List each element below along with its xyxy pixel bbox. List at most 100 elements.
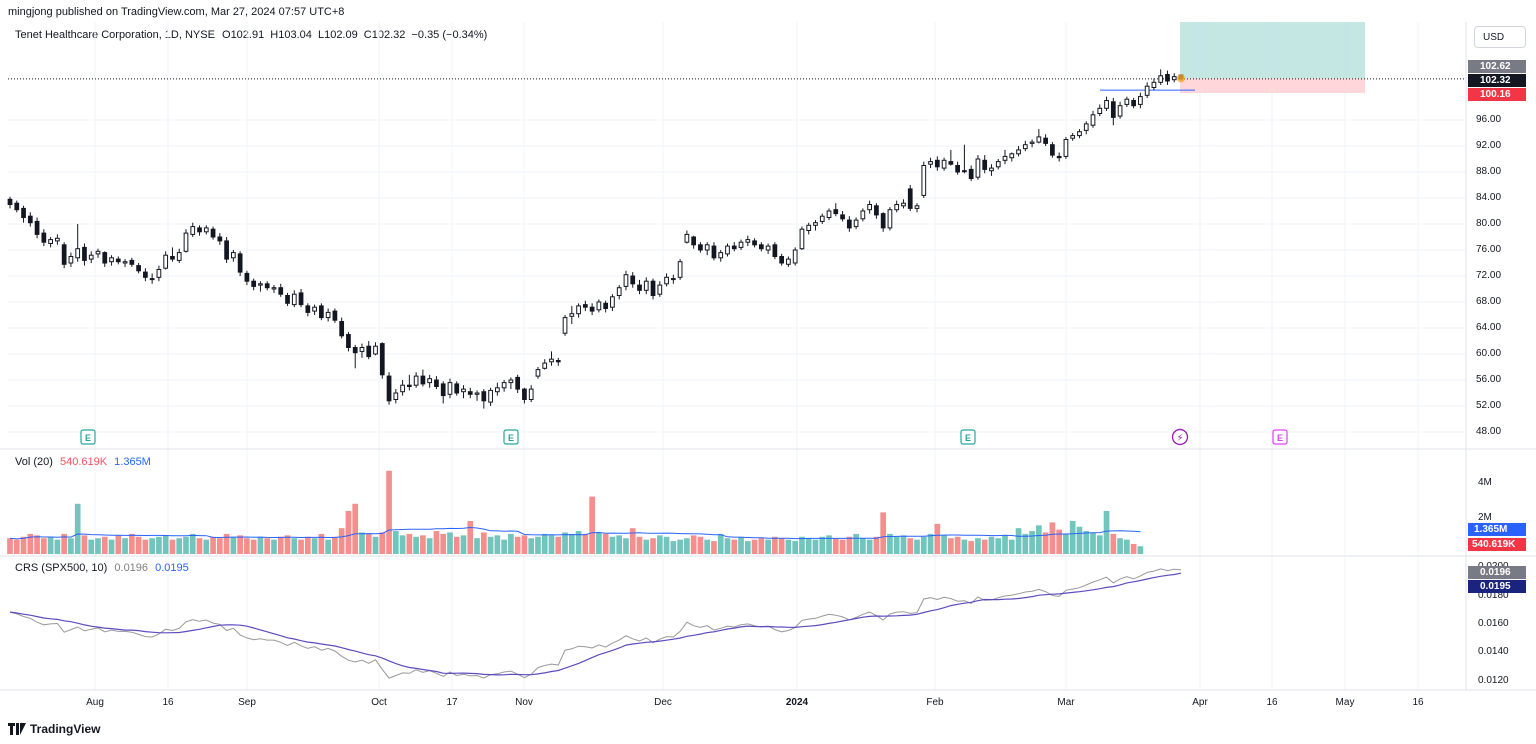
candle-body	[447, 382, 453, 395]
candle-body	[48, 239, 53, 245]
candle-body	[1131, 100, 1136, 107]
candle-body	[1138, 96, 1143, 105]
candle-body	[413, 375, 419, 386]
time-tick-nov: Nov	[515, 697, 533, 708]
volume-bar	[95, 538, 101, 554]
candle-body	[826, 210, 832, 218]
crs-tag-a: 0.0196	[1468, 566, 1526, 579]
volume-bar	[433, 531, 440, 554]
price-axis-tick: 84.00	[1476, 192, 1502, 203]
candle-body	[1097, 107, 1103, 115]
volume-bar	[345, 510, 352, 554]
candle-body	[379, 343, 385, 376]
candle-body	[386, 375, 392, 402]
candle-body	[799, 228, 805, 250]
candle-body	[508, 379, 514, 384]
volume-bar	[616, 535, 623, 554]
volume-bar	[961, 539, 968, 554]
candle-body	[481, 391, 487, 402]
volume-bar	[1049, 522, 1056, 554]
volume-bar	[744, 541, 751, 554]
volume-bar	[941, 535, 947, 554]
candle-body	[312, 306, 317, 312]
time-tick-17: 17	[446, 697, 458, 708]
candle-body	[136, 265, 141, 272]
volume-bar	[1130, 543, 1137, 554]
candle-body	[1009, 153, 1015, 159]
crs-value-a: 0.0196	[114, 562, 149, 574]
candle-body	[325, 311, 331, 319]
candle-body	[623, 274, 629, 287]
volume-bar	[934, 523, 941, 554]
volume-bar	[643, 539, 650, 554]
candle-body	[562, 317, 568, 334]
volume-bar	[663, 536, 670, 554]
time-tick-feb: Feb	[926, 697, 944, 708]
volume-bar	[995, 538, 1002, 554]
candle-body	[55, 237, 60, 242]
volume-bar	[34, 535, 40, 554]
volume-bar	[277, 536, 284, 554]
stop-zone	[1180, 78, 1365, 93]
volume-bar	[704, 539, 711, 554]
time-tick-dec: Dec	[654, 697, 672, 708]
candle-body	[684, 233, 690, 243]
candle-body	[650, 280, 656, 297]
volume-bar	[210, 536, 216, 554]
volume-bar	[521, 535, 528, 554]
crs-raw-line	[9, 568, 1182, 679]
price-axis-tick: 56.00	[1476, 374, 1502, 385]
volume-bar	[1110, 533, 1117, 554]
volume-bar	[304, 536, 311, 554]
volume-bar	[866, 539, 873, 554]
volume-bar	[1083, 531, 1090, 554]
volume-bar	[602, 533, 609, 554]
volume-bar	[1029, 531, 1035, 554]
crs-title[interactable]: CRS (SPX500, 10)	[15, 562, 108, 574]
time-tick-mar: Mar	[1057, 697, 1075, 708]
volume-bar	[575, 531, 582, 554]
volume-bar	[447, 532, 453, 554]
candle-body	[1124, 98, 1130, 105]
volume-bar	[413, 536, 419, 554]
volume-bar	[914, 539, 920, 554]
volume-bar	[805, 538, 812, 554]
symbol-name[interactable]: Tenet Healthcare Corporation, 1D, NYSE	[15, 29, 215, 41]
candle-body	[765, 245, 771, 251]
volume-bar	[1103, 510, 1110, 554]
volume-bar	[230, 536, 237, 554]
candle-body	[95, 250, 101, 255]
tradingview-logo-text[interactable]: TradingView	[30, 722, 101, 736]
volume-bar	[927, 533, 934, 554]
price-axis-tick: 60.00	[1476, 348, 1502, 359]
time-tick-oct: Oct	[371, 697, 387, 708]
candle-body	[637, 284, 642, 291]
earnings-marker-icon	[80, 429, 96, 445]
volume-bar	[1137, 546, 1144, 554]
volume-bar	[47, 536, 54, 554]
time-tick-2024: 2024	[785, 697, 809, 708]
dividend-marker-icon	[1171, 428, 1189, 446]
volume-bar	[690, 535, 697, 554]
ohlc-close: 102.32	[371, 29, 406, 41]
candle-body	[143, 271, 148, 278]
volume-bar	[352, 503, 359, 554]
volume-bar	[1022, 533, 1029, 554]
candle-body	[400, 384, 405, 393]
candle-body	[1029, 141, 1035, 144]
candle-body	[14, 202, 20, 211]
candle-body	[1056, 155, 1062, 159]
candle-body	[41, 232, 47, 243]
volume-bar	[41, 538, 47, 554]
volume-bar	[20, 536, 27, 554]
currency-button[interactable]: USD	[1474, 26, 1526, 48]
candle-body	[819, 215, 825, 222]
candle-body	[1077, 131, 1082, 137]
volume-bar	[250, 539, 257, 554]
crs-legend: CRS (SPX500, 10) 0.0196 0.0195	[15, 562, 189, 574]
volume-bar	[975, 538, 981, 554]
candle-body	[474, 392, 480, 395]
volume-title[interactable]: Vol (20)	[15, 456, 53, 468]
candle-body	[962, 170, 967, 173]
